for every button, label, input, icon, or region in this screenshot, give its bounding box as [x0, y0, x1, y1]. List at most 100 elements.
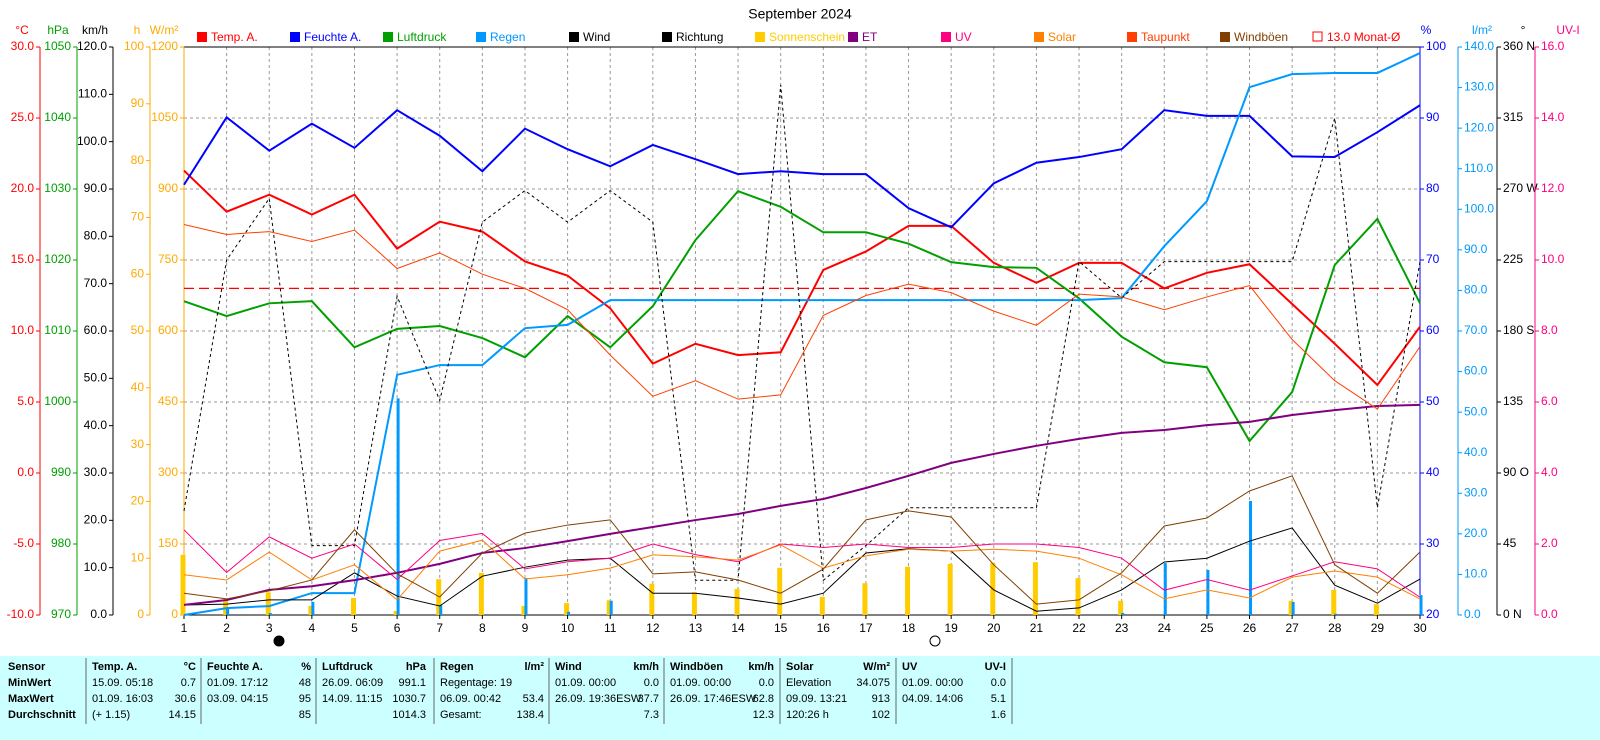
y-tick-label: 1050 [44, 39, 71, 53]
series-line [183, 539, 1421, 601]
table-header: Sensor [8, 661, 46, 673]
y-tick-label: 70.0 [1464, 323, 1488, 337]
cell-text: 01.09. 17:12 [207, 677, 268, 689]
legend-label: ET [862, 30, 878, 44]
column-unit: l/m² [524, 661, 544, 673]
bar [1121, 612, 1125, 615]
x-tick-label: 2 [223, 621, 230, 635]
y-tick-label: 100.0 [1464, 201, 1494, 215]
legend-label: Temp. A. [211, 30, 258, 44]
axis-unit: h [134, 23, 141, 37]
bar [1373, 604, 1379, 615]
legend-swatch [755, 32, 765, 42]
x-tick-label: 28 [1328, 621, 1342, 635]
bar [308, 605, 314, 615]
cell-text: 120:26 h [786, 709, 829, 721]
cell-text: 01.09. 00:00 [670, 677, 731, 689]
y-tick-label: 10 [131, 550, 145, 564]
y-tick-label: 900 [158, 181, 178, 195]
cell-value: 0.0 [991, 677, 1006, 689]
cell-text: 06.09. 00:42 [440, 693, 501, 705]
y-tick-label: 1040 [44, 110, 71, 124]
y-tick-label: 90 [131, 96, 145, 110]
row-label: Durchschnitt [8, 709, 76, 721]
bar [606, 600, 612, 615]
column-title: Luftdruck [322, 661, 374, 673]
y-tick-label: 990 [51, 465, 71, 479]
series-line [183, 529, 1421, 598]
cell-value: 102 [872, 709, 890, 721]
y-tick-label: 225 [1503, 252, 1523, 266]
y-tick-label: 0 N [1503, 607, 1522, 621]
y-tick-label: 100 [124, 39, 144, 53]
series-line [183, 104, 1421, 229]
y-tick-label: 60.0 [84, 323, 108, 337]
x-tick-label: 6 [394, 621, 401, 635]
cell-text: 09.09. 13:21 [786, 693, 847, 705]
bar [567, 611, 571, 615]
bar [1331, 590, 1337, 615]
y-tick-label: 25.0 [11, 110, 35, 124]
legend-label: Wind [583, 30, 610, 44]
legend-swatch [290, 32, 300, 42]
cell-text: Regentage: 19 [440, 677, 512, 689]
x-tick-label: 14 [731, 621, 745, 635]
x-tick-label: 4 [309, 621, 316, 635]
cell-value: 1014.3 [392, 709, 426, 721]
y-tick-label: 30.0 [11, 39, 35, 53]
bar [350, 597, 356, 615]
legend-swatch [383, 32, 393, 42]
cell-text: (+ 1.15) [92, 709, 130, 721]
y-tick-label: 4.0 [1541, 465, 1558, 479]
cell-text: 04.09. 14:06 [902, 693, 963, 705]
y-tick-label: 20 [131, 494, 145, 508]
y-tick-label: 1000 [44, 394, 71, 408]
x-tick-label: 18 [902, 621, 916, 635]
y-tick-label: 90.0 [1464, 242, 1488, 256]
y-tick-label: 70.0 [84, 276, 108, 290]
y-tick-label: 60.0 [1464, 364, 1488, 378]
y-tick-label: 90.0 [84, 181, 108, 195]
full-moon [929, 635, 941, 647]
column-unit: °C [184, 661, 196, 673]
bar [947, 563, 953, 615]
y-tick-label: 30.0 [1464, 485, 1488, 499]
x-tick-label: 24 [1158, 621, 1172, 635]
cell-value: 7.3 [644, 709, 659, 721]
stats-table: Sensor MinWert MaxWert Durchschnitt Temp. A.… [8, 658, 1013, 724]
series-line [183, 52, 1421, 616]
cell-text: Elevation [786, 677, 831, 689]
legend-swatch [1312, 31, 1323, 42]
legend-swatch [941, 32, 951, 42]
series-line [183, 527, 1421, 612]
y-tick-label: 315 [1503, 110, 1523, 124]
table-background [0, 656, 1600, 740]
bar [1118, 600, 1124, 615]
y-tick-label: 10.0 [1541, 252, 1565, 266]
y-tick-label: 50.0 [84, 371, 108, 385]
y-tick-label: 80 [131, 153, 145, 167]
y-tick-label: 80 [1426, 181, 1440, 195]
legend-label: Taupunkt [1141, 30, 1190, 44]
column-title: Temp. A. [92, 661, 137, 673]
cell-value: 138.4 [516, 709, 544, 721]
bar [524, 578, 528, 615]
cell-value: 62.8 [753, 693, 774, 705]
y-tick-label: 300 [158, 465, 178, 479]
legend-label: Solar [1048, 30, 1076, 44]
column-unit: W/m² [863, 661, 890, 673]
axis-unit: km/h [82, 23, 108, 37]
bar [1206, 569, 1210, 615]
bar [1032, 562, 1038, 615]
bar [311, 602, 315, 615]
bar [226, 608, 230, 615]
y-tick-label: 20.0 [1464, 526, 1488, 540]
y-tick-label: 970 [51, 607, 71, 621]
y-tick-label: 40.0 [1464, 445, 1488, 459]
x-tick-label: 17 [859, 621, 873, 635]
y-tick-label: 30.0 [84, 465, 108, 479]
cell-value: 0.0 [644, 677, 659, 689]
legend-swatch [1220, 32, 1230, 42]
